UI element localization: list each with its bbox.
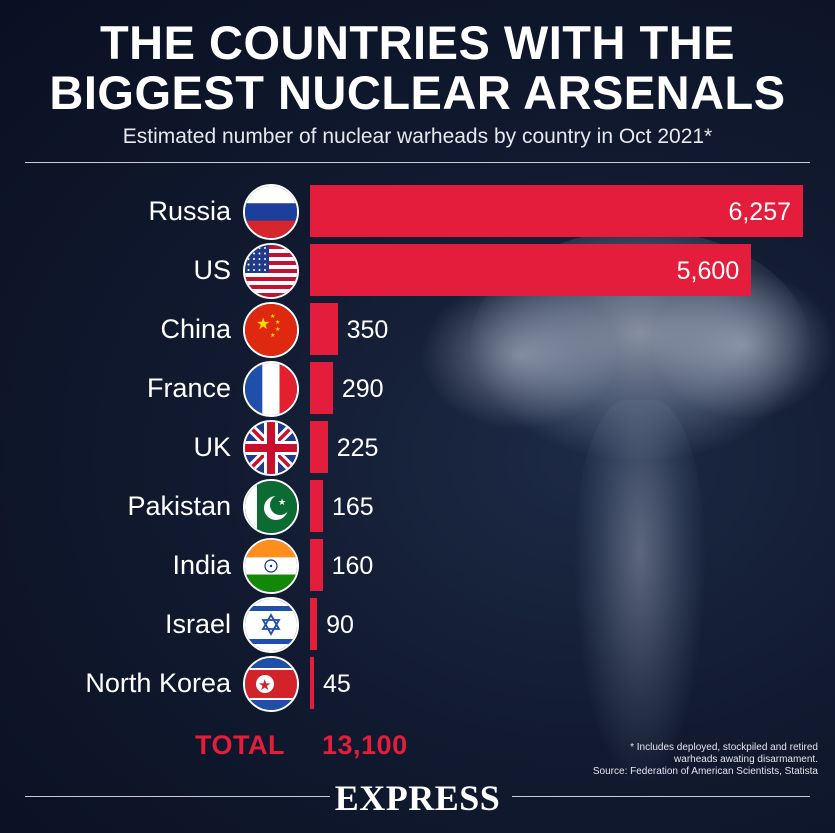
total-label: TOTAL <box>195 730 285 760</box>
country-label-us: US <box>193 255 231 285</box>
value-label-israel: 90 <box>326 611 354 639</box>
bar-india <box>310 539 323 591</box>
svg-text:★: ★ <box>278 498 286 508</box>
bar-france <box>310 362 333 414</box>
chart-subtitle: Estimated number of nuclear warheads by … <box>122 125 713 148</box>
bar-russia <box>310 185 803 237</box>
country-label-france: France <box>146 373 231 403</box>
value-label-pakistan: 165 <box>332 493 374 521</box>
russia-flag-icon <box>243 184 299 240</box>
value-label-north-korea: 45 <box>323 670 351 698</box>
source-note: Source: Federation of American Scientist… <box>592 766 818 777</box>
chart-title: THE COUNTRIES WITH THE BIGGEST NUCLEAR A… <box>0 18 835 118</box>
bar-israel <box>310 598 318 650</box>
value-label-india: 160 <box>331 552 374 580</box>
svg-text:★: ★ <box>258 676 271 694</box>
country-label-russia: Russia <box>148 196 231 226</box>
north-korea-flag-icon: ★ <box>243 656 299 712</box>
bar-uk <box>310 421 328 473</box>
svg-text:★: ★ <box>275 326 280 333</box>
israel-flag-icon <box>243 597 299 653</box>
country-label-india: India <box>172 550 231 580</box>
china-flag-icon: ★ ★ ★ ★ ★ <box>243 302 299 358</box>
france-flag-icon <box>243 361 299 417</box>
value-label-uk: 225 <box>336 434 379 462</box>
country-label-israel: Israel <box>164 609 231 639</box>
svg-text:★: ★ <box>275 319 280 326</box>
title-line-1: THE COUNTRIES WITH THE <box>99 16 736 69</box>
country-label-uk: UK <box>193 432 231 462</box>
country-label-north-korea: North Korea <box>85 668 231 698</box>
bar-north-korea <box>310 657 314 709</box>
svg-text:★: ★ <box>256 314 270 333</box>
svg-text:★: ★ <box>270 313 275 320</box>
uk-flag-icon <box>243 420 299 476</box>
value-label-france: 290 <box>341 375 384 403</box>
country-label-pakistan: Pakistan <box>127 491 231 521</box>
value-label-us: 5,600 <box>676 257 740 285</box>
total-value: 13,100 <box>322 730 408 760</box>
value-label-russia: 6,257 <box>728 198 791 226</box>
pakistan-flag-icon: ★ <box>243 479 299 535</box>
bottom-divider-right <box>512 796 810 797</box>
bar-us <box>310 244 752 296</box>
bottom-divider-left <box>25 796 330 797</box>
footnote-line-1: * Includes deployed, stockpiled and reti… <box>630 742 818 753</box>
value-label-china: 350 <box>346 316 389 344</box>
svg-text:★: ★ <box>270 332 275 339</box>
footnote-line-2: warheads awating disarmament. <box>674 754 818 765</box>
express-logo: EXPRESS <box>334 778 501 818</box>
us-flag-icon <box>243 243 299 299</box>
bar-china <box>310 303 338 355</box>
india-flag-icon <box>243 538 299 594</box>
bar-pakistan <box>310 480 323 532</box>
footnote: * Includes deployed, stockpiled and reti… <box>518 742 818 778</box>
title-line-2: BIGGEST NUCLEAR ARSENALS <box>49 66 786 119</box>
country-label-china: China <box>160 314 231 344</box>
top-divider <box>25 162 810 163</box>
